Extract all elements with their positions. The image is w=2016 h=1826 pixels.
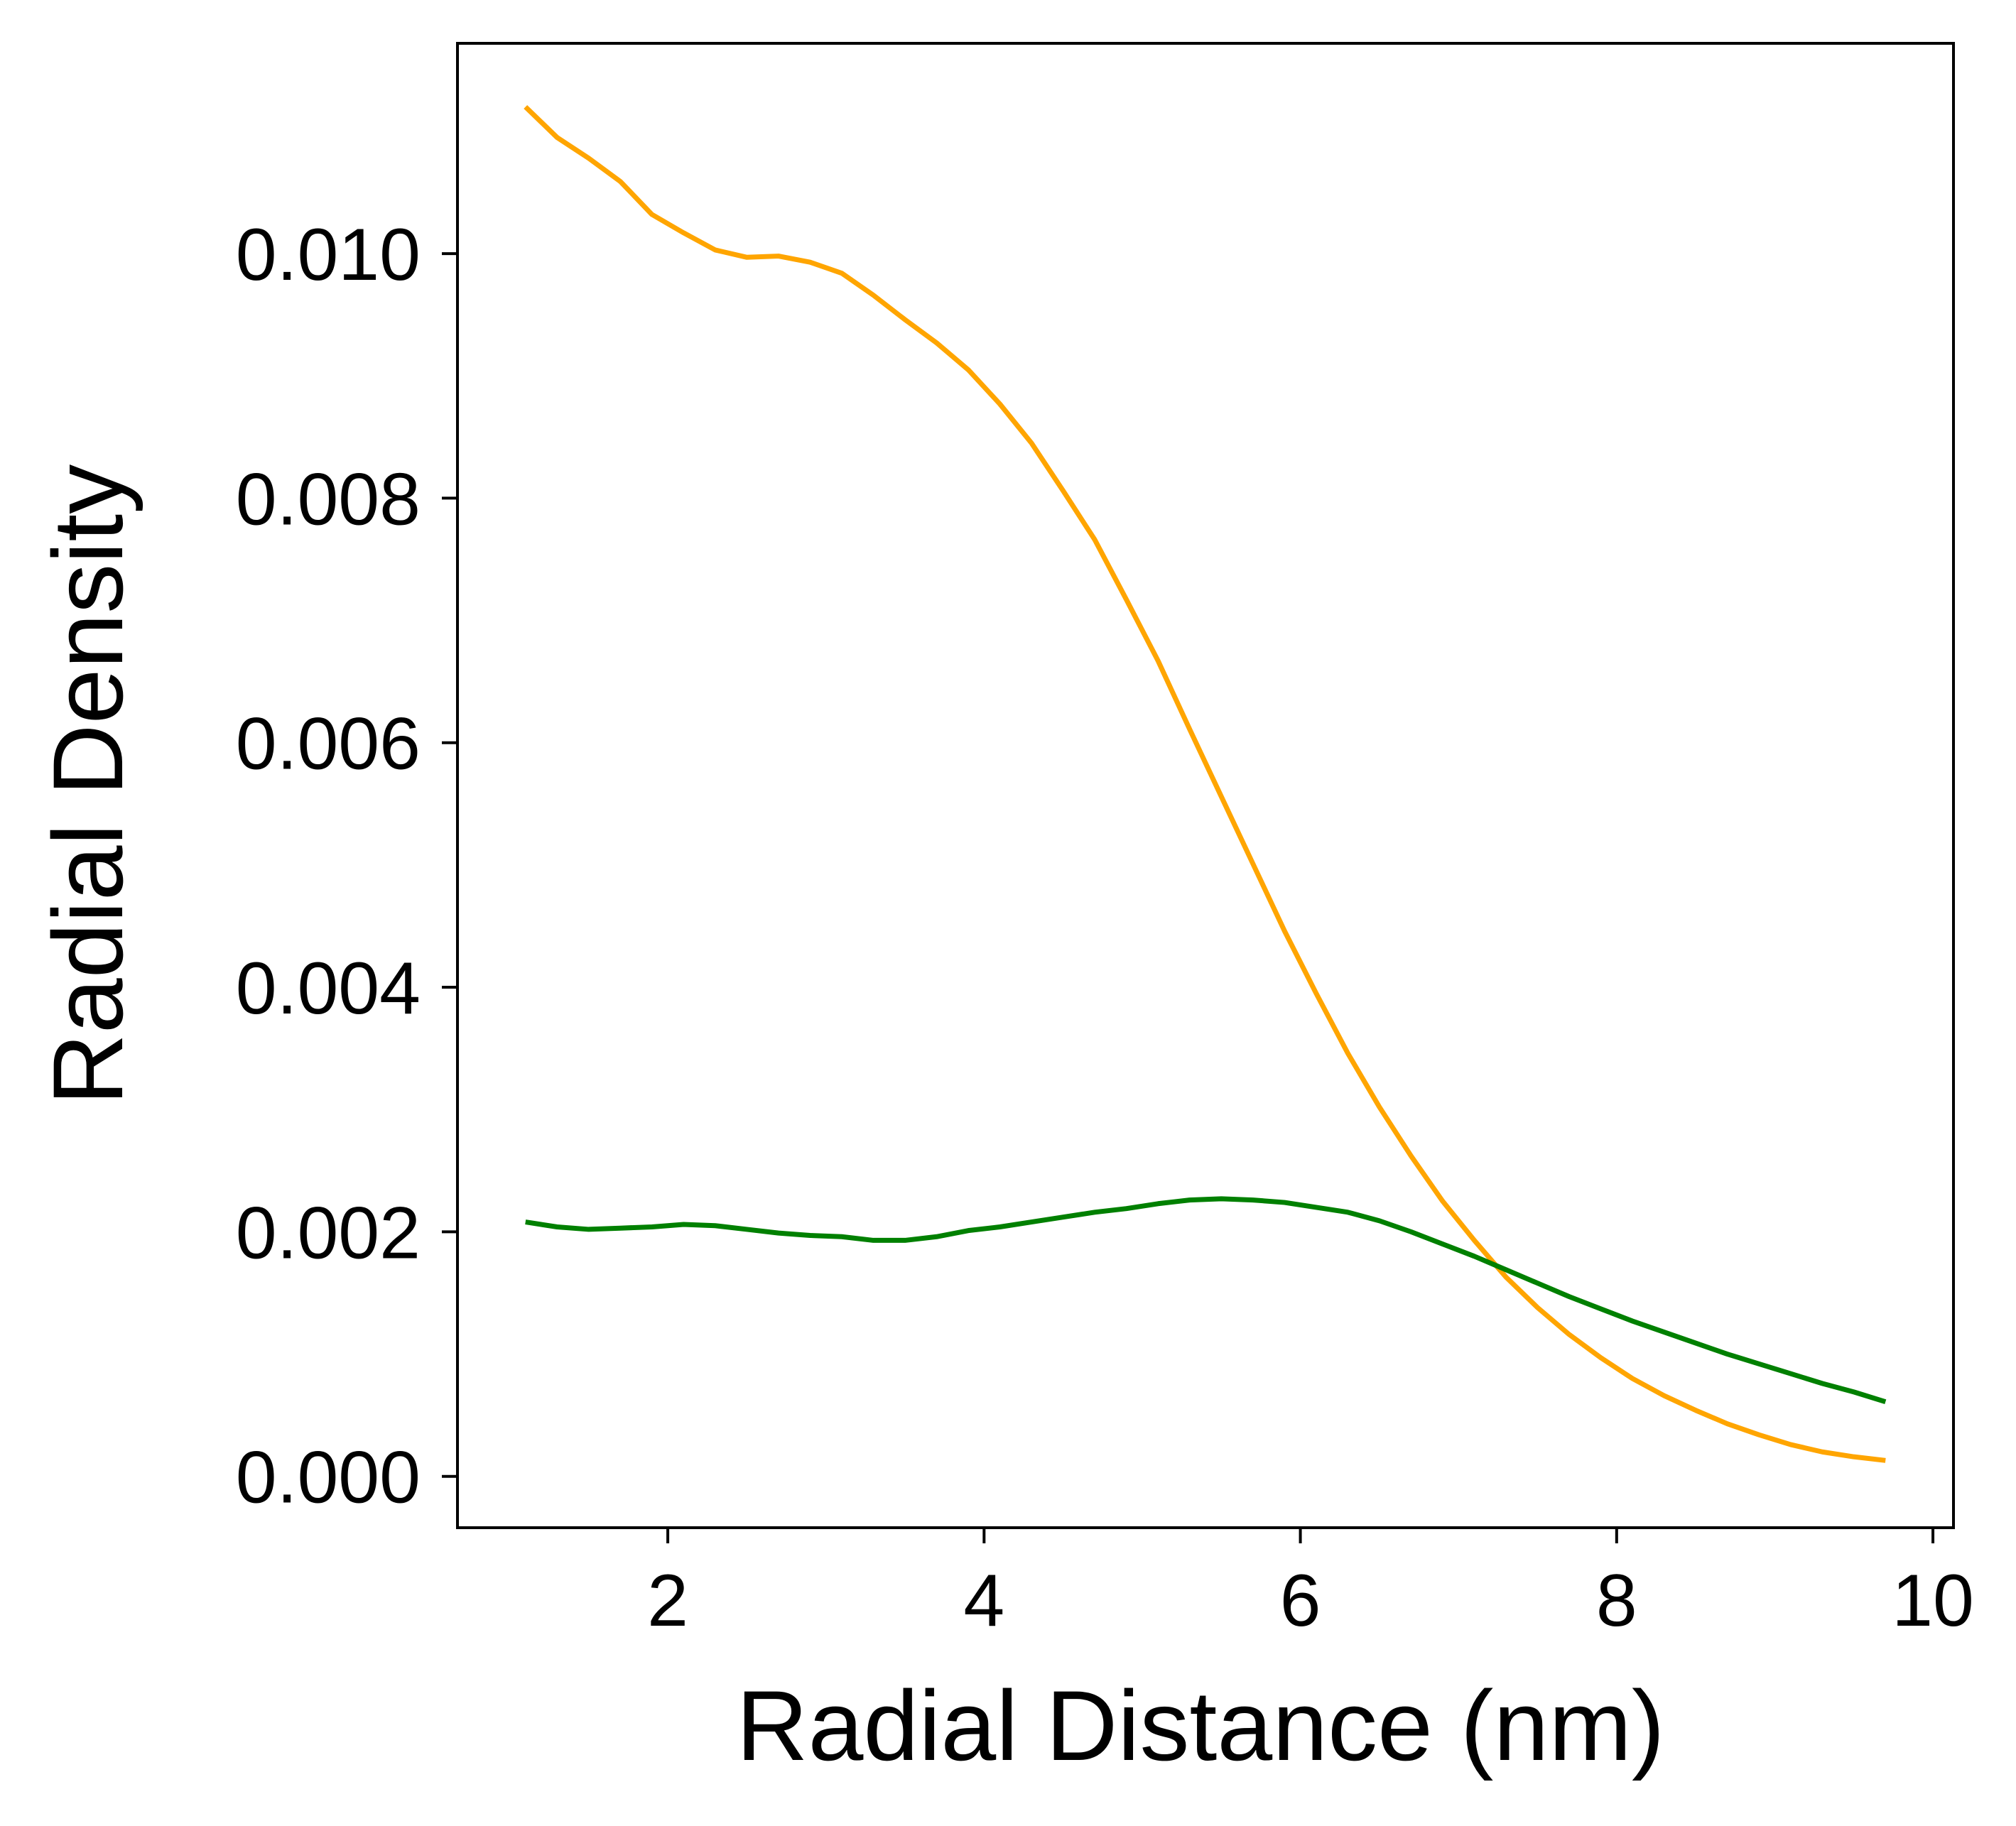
y-tick-label: 0.004 — [236, 947, 421, 1030]
series-layer — [524, 105, 1887, 1463]
x-tick-label: 10 — [1892, 1560, 1974, 1642]
x-axis: 2 4 6 8 10 — [647, 1528, 1974, 1642]
series-line-1 — [524, 105, 1886, 1463]
y-tick-label: 0.010 — [236, 214, 421, 296]
series-line-2 — [525, 1196, 1887, 1405]
y-axis-label: Radial Density — [32, 464, 143, 1106]
y-tick-label: 0.008 — [236, 458, 421, 540]
y-tick-label: 0.002 — [236, 1192, 421, 1274]
x-tick-label: 6 — [1280, 1560, 1321, 1642]
y-axis: 0.000 0.002 0.004 0.006 0.008 0.010 — [236, 214, 457, 1519]
x-tick-label: 4 — [963, 1560, 1004, 1642]
x-axis-label: Radial Distance (nm) — [736, 1670, 1664, 1781]
plot-area-frame — [456, 42, 1955, 1529]
y-tick-label: 0.000 — [236, 1437, 421, 1519]
y-tick-label: 0.006 — [236, 703, 421, 786]
x-tick-label: 8 — [1596, 1560, 1637, 1642]
x-tick-label: 2 — [647, 1560, 688, 1642]
